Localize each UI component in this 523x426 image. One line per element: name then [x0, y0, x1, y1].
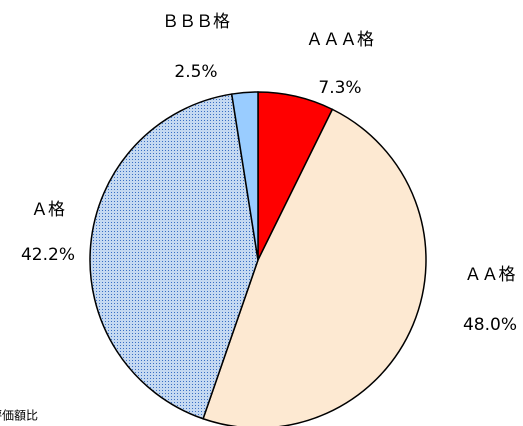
value-label: 2.5%	[174, 62, 217, 82]
value-label: 48.0%	[463, 315, 517, 335]
pie-slice	[230, 91, 259, 261]
category-label: ＡＡＡ格	[306, 30, 374, 50]
category-label: ＡＡ格	[465, 265, 516, 285]
pie-slice	[89, 93, 259, 420]
category-label: ＢＢＢ格	[162, 12, 230, 32]
note: 評価額比	[0, 408, 38, 423]
pie-slice	[202, 108, 427, 426]
category-label: Ａ格	[31, 200, 65, 220]
value-label: 42.2%	[21, 245, 75, 265]
value-label: 7.3%	[318, 78, 361, 98]
